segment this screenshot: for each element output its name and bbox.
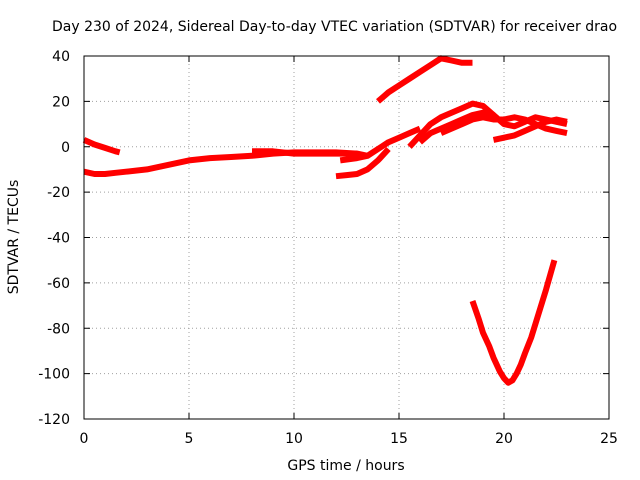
y-tick-label: -120	[38, 412, 70, 428]
series-track-4	[339, 125, 422, 164]
x-tick-label: 25	[600, 431, 618, 447]
y-tick-label: -20	[47, 185, 70, 201]
series-track-10	[492, 116, 568, 143]
grid	[84, 56, 609, 419]
chart-title: Day 230 of 2024, Sidereal Day-to-day VTE…	[52, 19, 617, 35]
y-axis-label: SDTVAR / TECUs	[6, 180, 22, 295]
y-tick-label: -40	[47, 231, 70, 247]
y-tick-label: 40	[52, 49, 70, 65]
x-tick-label: 0	[80, 431, 89, 447]
x-tick-label: 20	[495, 431, 513, 447]
plot-frame	[83, 55, 610, 420]
series-track-9	[439, 114, 568, 137]
y-tick-label: 20	[52, 94, 70, 110]
x-tick-label: 15	[390, 431, 408, 447]
y-tick-label: -100	[38, 367, 70, 383]
y-tick-label: -60	[47, 276, 70, 292]
x-axis-label: GPS time / hours	[287, 458, 404, 474]
series-track-3	[252, 148, 369, 159]
plot-area	[82, 55, 568, 386]
series-track-1	[82, 137, 121, 156]
x-tick-label: 5	[185, 431, 194, 447]
series-track-11	[469, 259, 558, 386]
series-track-5	[335, 146, 391, 180]
x-tick-label: 10	[285, 431, 303, 447]
series-track-8	[418, 109, 568, 145]
series-track-7	[407, 100, 496, 149]
y-tick-label: -80	[47, 321, 70, 337]
series-track-6	[376, 55, 473, 104]
axis-ticks: 0 5 10 15 20 25 -120 -100 -80 -60 -40 -20 0 20 40	[38, 49, 618, 447]
y-tick-label: 0	[61, 140, 70, 156]
